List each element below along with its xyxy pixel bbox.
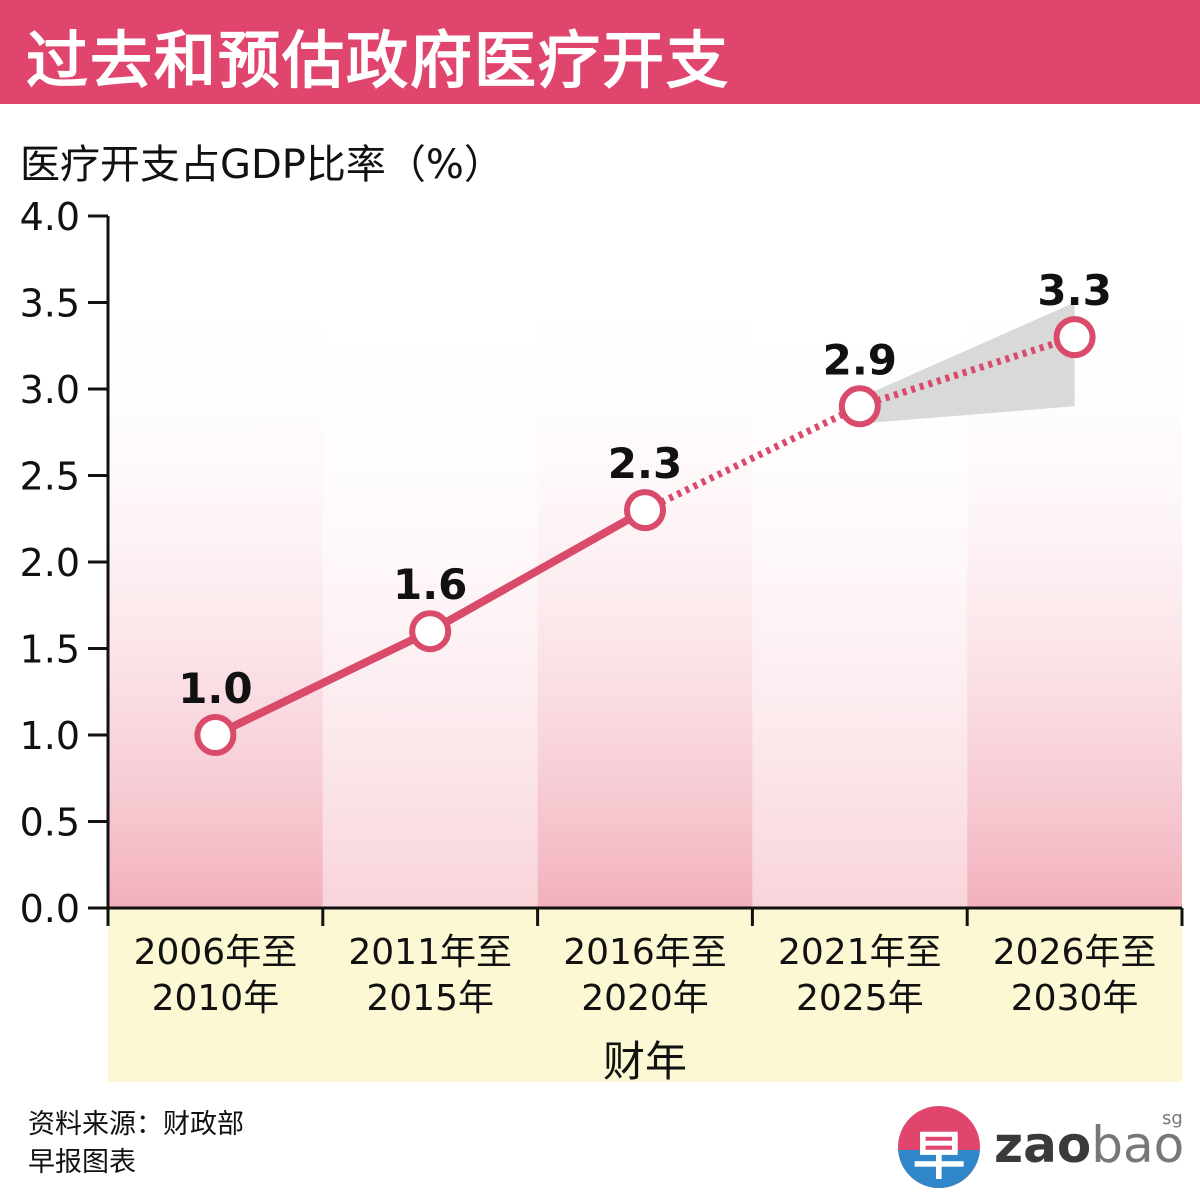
x-tick-label-0-1: 2010年 <box>152 978 280 1019</box>
y-tick-label: 3.0 <box>20 368 80 412</box>
category-band-1 <box>322 295 538 908</box>
x-tick-label-0-0: 2006年至 <box>134 932 298 973</box>
category-band-0 <box>108 285 323 908</box>
source-text: 资料来源：财政部 <box>28 1109 244 1140</box>
x-tick-label-1-1: 2015年 <box>366 978 494 1019</box>
y-tick-label: 2.0 <box>20 541 80 585</box>
y-tick-label: 1.5 <box>20 628 80 672</box>
x-axis-band <box>108 908 1182 1082</box>
y-tick-label: 0.0 <box>20 887 80 931</box>
data-label-3: 2.9 <box>823 335 897 384</box>
category-band-2 <box>537 285 753 908</box>
x-tick-label-4-0: 2026年至 <box>993 932 1157 973</box>
x-tick-label-3-0: 2021年至 <box>778 932 942 973</box>
data-point-2 <box>624 489 666 532</box>
logo-sg: sg <box>1162 1108 1183 1129</box>
zaobao-logo: 早 zaobao sg <box>898 1102 1188 1190</box>
data-point-4 <box>1053 316 1096 359</box>
projected-segment-2 <box>643 403 862 514</box>
logo-bao: bao <box>1091 1116 1185 1174</box>
data-label-1: 1.6 <box>393 560 467 609</box>
title-banner: 过去和预估政府医疗开支 <box>0 0 1200 104</box>
x-tick-label-2-1: 2020年 <box>581 978 709 1019</box>
y-tick-label: 2.5 <box>20 455 80 499</box>
x-tick-label-2-0: 2016年至 <box>563 932 727 973</box>
logo-wordmark: zaobao <box>994 1116 1184 1174</box>
x-tick-label-1-0: 2011年至 <box>348 932 512 973</box>
y-axis-label: 医疗开支占GDP比率（%） <box>20 142 504 188</box>
y-tick-label: 1.0 <box>20 714 80 758</box>
source-note: 资料来源：财政部 早报图表 <box>28 1106 244 1182</box>
actual-segment-1 <box>426 506 649 636</box>
data-label-0: 1.0 <box>178 664 252 713</box>
x-tick-label-4-1: 2030年 <box>1011 978 1139 1019</box>
y-tick-label: 4.0 <box>20 195 80 239</box>
data-point-3 <box>838 385 881 428</box>
y-tick-label: 3.5 <box>20 282 80 326</box>
actual-segment-0 <box>211 627 435 739</box>
data-point-1 <box>409 610 452 653</box>
logo-char: 早 <box>912 1127 965 1187</box>
logo-zao: zao <box>994 1116 1092 1174</box>
x-axis-label: 财年 <box>602 1037 687 1086</box>
projected-segment-3 <box>858 333 1076 410</box>
y-tick-label: 0.5 <box>20 801 80 845</box>
data-label-2: 2.3 <box>608 439 682 488</box>
x-tick-label-3-1: 2025年 <box>796 978 924 1019</box>
data-label-4: 3.3 <box>1037 266 1111 315</box>
projection-range <box>859 302 1075 424</box>
page-title: 过去和预估政府医疗开支 <box>26 24 731 97</box>
data-point-0 <box>194 714 237 756</box>
logo-circle-icon: 早 <box>898 1106 980 1188</box>
credit-text: 早报图表 <box>28 1147 136 1178</box>
